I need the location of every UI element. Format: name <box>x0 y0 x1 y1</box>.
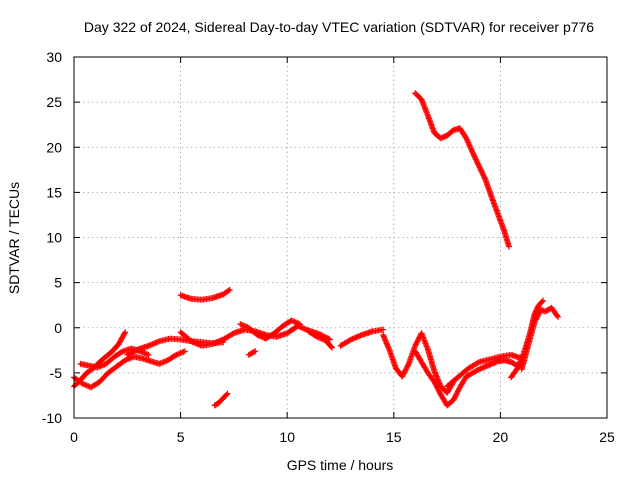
y-tick-label: -5 <box>50 365 63 381</box>
data-point <box>474 359 481 366</box>
series-arc-16 <box>518 304 561 373</box>
data-point <box>476 164 483 171</box>
data-point <box>172 352 179 359</box>
y-tick-label: -10 <box>42 410 62 426</box>
data-point <box>250 348 257 355</box>
data-point <box>124 351 131 358</box>
x-tick-label: 0 <box>70 429 78 445</box>
series-arc-17 <box>412 90 512 250</box>
series-arc-2 <box>71 348 188 391</box>
data-point <box>130 348 137 355</box>
data-point <box>479 171 486 178</box>
data-point <box>540 297 547 304</box>
data-point <box>312 333 319 340</box>
y-tick-label: 0 <box>54 320 62 336</box>
data-point <box>126 350 133 357</box>
data-point <box>470 151 477 158</box>
data-point <box>118 348 125 355</box>
data-point <box>554 313 561 320</box>
data-point <box>328 343 335 350</box>
data-point <box>481 175 488 182</box>
data-point <box>223 391 230 398</box>
data-point <box>125 351 132 358</box>
data-point <box>538 298 545 305</box>
data-point <box>477 165 484 172</box>
data-points <box>71 90 561 409</box>
data-point <box>181 348 188 355</box>
data-point <box>478 168 485 175</box>
series-arc-13 <box>412 348 521 409</box>
data-point <box>477 167 484 174</box>
x-tick-label: 5 <box>177 429 185 445</box>
data-point <box>132 347 139 354</box>
y-tick-label: 30 <box>46 49 62 65</box>
data-point <box>121 330 128 337</box>
data-point <box>229 330 236 337</box>
data-point <box>470 152 477 159</box>
x-tick-label: 15 <box>386 429 402 445</box>
series-arc-9 <box>245 348 259 358</box>
data-point <box>479 169 486 176</box>
y-tick-label: 15 <box>46 184 62 200</box>
data-point <box>554 312 561 319</box>
chart-title: Day 322 of 2024, Sidereal Day-to-day VTE… <box>84 19 594 35</box>
y-tick-label: 25 <box>46 94 62 110</box>
series-arc-14 <box>444 351 525 390</box>
data-point <box>475 161 482 168</box>
data-point <box>296 321 303 328</box>
data-point <box>129 349 136 356</box>
y-axis-label: SDTVAR / TECUs <box>6 182 22 294</box>
data-point <box>469 149 476 156</box>
data-point <box>145 351 152 358</box>
y-tick-label: 20 <box>46 139 62 155</box>
data-point <box>133 347 140 354</box>
series-arc-12 <box>380 330 457 396</box>
data-point <box>472 155 479 162</box>
data-point <box>225 287 232 294</box>
data-point <box>128 349 135 356</box>
axis-ticks: 0 5 10 15 20 25 -10 -5 0 5 10 15 20 25 30 <box>42 49 615 445</box>
y-tick-label: 5 <box>54 275 62 291</box>
x-axis-label: GPS time / hours <box>287 457 394 473</box>
data-point <box>346 337 353 344</box>
data-point <box>122 329 129 336</box>
data-point <box>481 174 488 181</box>
data-point <box>226 286 233 293</box>
series-arc-6 <box>237 317 303 342</box>
data-point <box>472 156 479 163</box>
data-point <box>474 160 481 167</box>
series-arc-11 <box>337 326 387 349</box>
data-point <box>476 163 483 170</box>
data-point <box>328 344 335 351</box>
data-point <box>224 390 231 397</box>
data-point <box>380 326 387 333</box>
series-arc-8 <box>211 390 231 409</box>
data-point <box>473 157 480 164</box>
data-point <box>505 243 512 250</box>
y-tick-label: 10 <box>46 230 62 246</box>
data-point <box>471 153 478 160</box>
data-point <box>252 348 259 355</box>
x-tick-label: 10 <box>279 429 295 445</box>
x-tick-label: 25 <box>599 429 615 445</box>
series-arc-10 <box>305 328 335 351</box>
data-point <box>474 159 481 166</box>
x-tick-label: 20 <box>493 429 509 445</box>
series-arc-7 <box>177 286 233 303</box>
grid-lines <box>74 57 607 418</box>
data-point <box>480 172 487 179</box>
